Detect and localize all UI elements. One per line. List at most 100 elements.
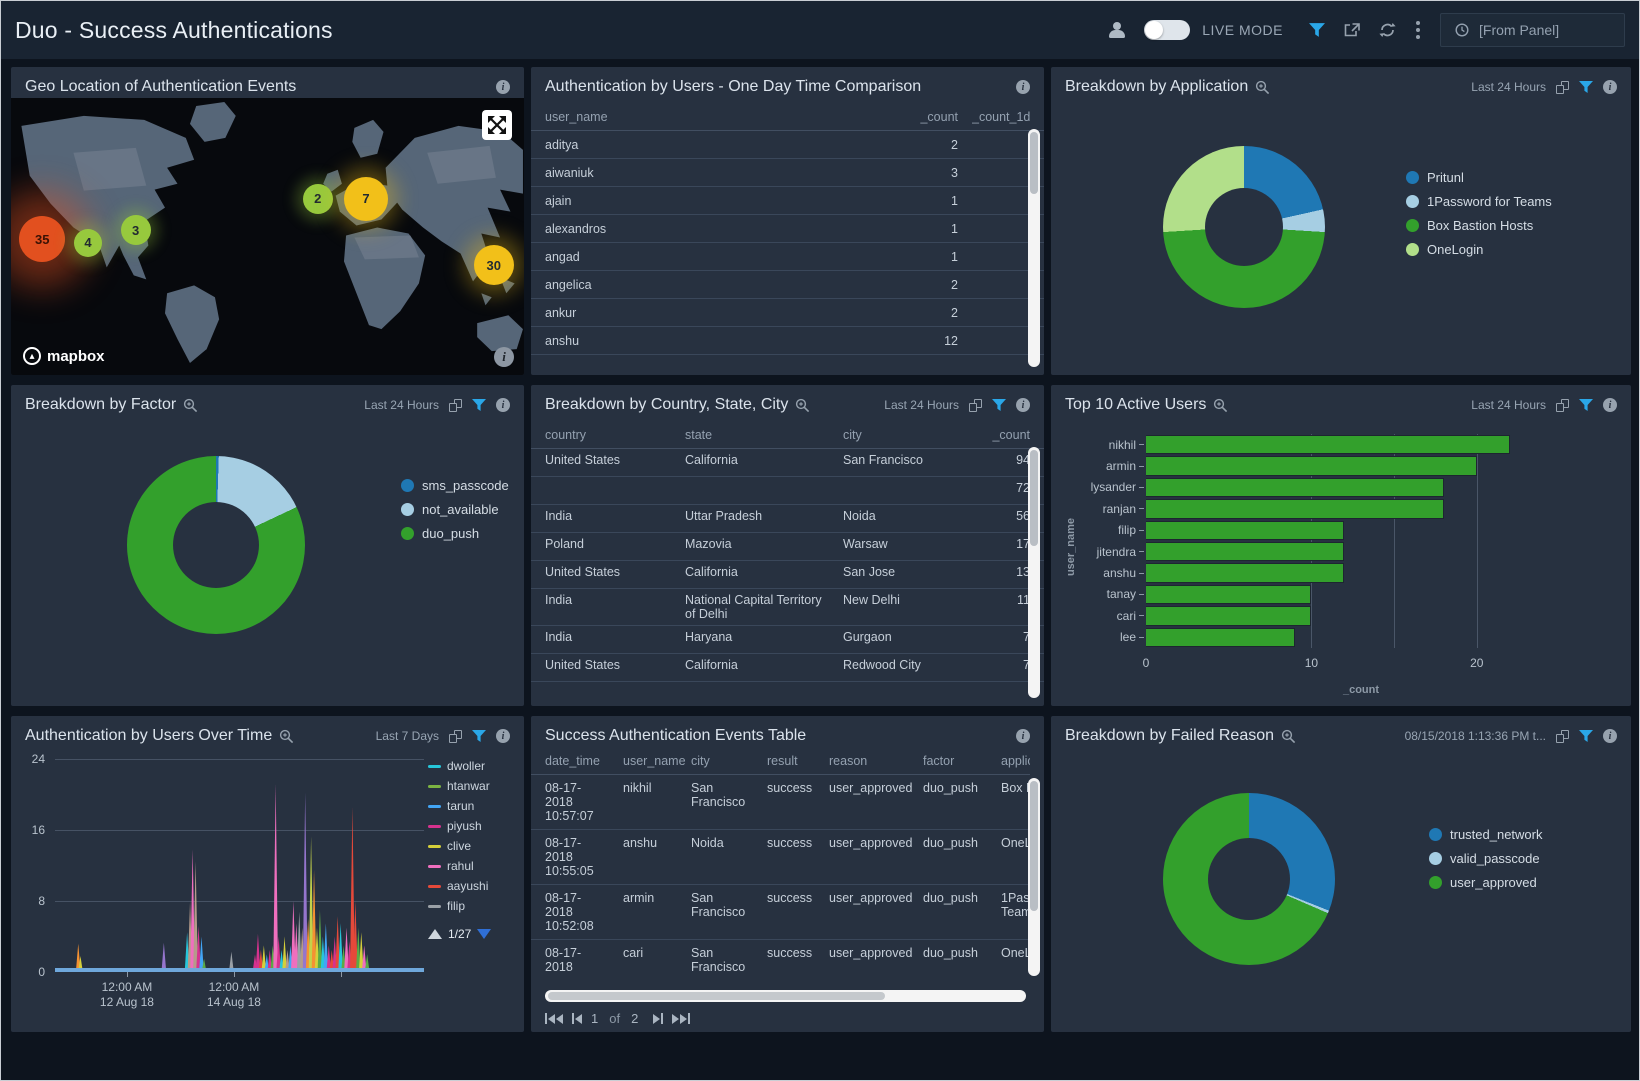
map-bubble[interactable]: 3 <box>120 215 151 246</box>
info-icon[interactable]: i <box>1603 398 1617 412</box>
zoom-in-icon[interactable] <box>279 729 294 744</box>
bar[interactable] <box>1146 563 1345 583</box>
vertical-scrollbar[interactable] <box>1028 129 1040 367</box>
panel-time-range[interactable]: Last 24 Hours <box>884 398 959 412</box>
copy-icon[interactable] <box>449 398 462 412</box>
legend-item[interactable]: piyush <box>428 819 516 833</box>
filter-icon[interactable] <box>1579 729 1593 743</box>
zoom-in-icon[interactable] <box>1281 729 1296 744</box>
factor-donut-chart: sms_passcode not_available duo_push <box>11 416 524 706</box>
legend-item[interactable]: 1Password for Teams <box>1406 194 1552 209</box>
user-icon[interactable] <box>1108 22 1126 38</box>
mapbox-logo[interactable]: ▴ mapbox <box>23 347 105 365</box>
panel-time-range[interactable]: Last 24 Hours <box>1471 80 1546 94</box>
live-mode-toggle[interactable] <box>1144 20 1191 40</box>
panel-time-range[interactable]: Last 24 Hours <box>364 398 439 412</box>
filter-icon[interactable] <box>992 398 1006 412</box>
x-axis-tick <box>126 972 128 977</box>
world-map[interactable]: 35 4 3 2 7 30 ▴ mapbox i <box>11 98 524 375</box>
info-icon[interactable]: i <box>1603 729 1617 743</box>
legend-item[interactable]: Box Bastion Hosts <box>1406 218 1552 233</box>
copy-icon[interactable] <box>1556 398 1569 412</box>
map-bubble[interactable]: 2 <box>302 183 333 214</box>
bar[interactable] <box>1146 606 1312 626</box>
info-icon[interactable]: i <box>496 729 510 743</box>
legend-item[interactable]: Pritunl <box>1406 170 1552 185</box>
filter-icon[interactable] <box>472 398 486 412</box>
filter-icon[interactable] <box>1579 398 1593 412</box>
panel-time-range[interactable]: Last 7 Days <box>375 729 439 743</box>
map-expand-icon[interactable] <box>482 110 512 140</box>
map-bubble[interactable]: 7 <box>343 176 388 221</box>
last-page-icon[interactable] <box>672 1013 691 1024</box>
legend-next-icon[interactable] <box>477 929 492 939</box>
time-range-selector[interactable]: [From Panel] <box>1440 13 1625 47</box>
panel-time-range[interactable]: 08/15/2018 1:13:36 PM t... <box>1404 729 1546 743</box>
legend-prev-icon[interactable] <box>428 929 442 939</box>
info-icon[interactable]: i <box>496 398 510 412</box>
share-icon[interactable] <box>1343 22 1361 38</box>
zoom-in-icon[interactable] <box>795 398 810 413</box>
legend-item[interactable]: duo_push <box>401 526 509 541</box>
filter-icon[interactable] <box>472 729 486 743</box>
scrollbar-thumb[interactable] <box>548 992 885 1000</box>
legend-item[interactable]: sms_passcode <box>401 478 509 493</box>
legend-item[interactable]: rahul <box>428 859 516 873</box>
vertical-scrollbar[interactable] <box>1028 447 1040 698</box>
table-pagination: 1 of 2 <box>545 1011 691 1026</box>
bar[interactable] <box>1146 499 1444 519</box>
zoom-in-icon[interactable] <box>183 398 198 413</box>
map-bubble[interactable]: 35 <box>19 216 66 263</box>
panel-time-range[interactable]: Last 24 Hours <box>1471 398 1546 412</box>
legend-item[interactable]: htanwar <box>428 779 516 793</box>
info-icon[interactable]: i <box>1016 80 1030 94</box>
info-icon[interactable]: i <box>1603 80 1617 94</box>
refresh-icon[interactable] <box>1379 22 1396 38</box>
legend-item[interactable]: trusted_network <box>1429 827 1543 842</box>
donut[interactable] <box>1163 793 1335 965</box>
copy-icon[interactable] <box>449 729 462 743</box>
scrollbar-thumb[interactable] <box>1030 781 1038 911</box>
bar[interactable] <box>1146 477 1444 498</box>
legend-item[interactable]: not_available <box>401 502 509 517</box>
legend-item[interactable]: OneLogin <box>1406 242 1552 257</box>
scrollbar-thumb[interactable] <box>1030 450 1038 546</box>
zoom-in-icon[interactable] <box>1255 80 1270 95</box>
table-cell: San Jose <box>843 565 896 579</box>
copy-icon[interactable] <box>1556 80 1569 94</box>
copy-icon[interactable] <box>969 398 982 412</box>
vertical-scrollbar[interactable] <box>1028 778 1040 976</box>
table-row: aiwaniuk 3 <box>531 159 1044 187</box>
map-bubble[interactable]: 4 <box>73 228 102 257</box>
scrollbar-thumb[interactable] <box>1030 132 1038 194</box>
bar[interactable] <box>1146 435 1510 455</box>
next-page-icon[interactable] <box>653 1013 664 1024</box>
bar[interactable] <box>1146 627 1295 647</box>
legend-item[interactable]: tarun <box>428 799 516 813</box>
legend-item[interactable]: valid_passcode <box>1429 851 1543 866</box>
legend-item[interactable]: dwoller <box>428 759 516 773</box>
info-icon[interactable]: i <box>1016 729 1030 743</box>
more-menu-icon[interactable] <box>1414 19 1422 41</box>
legend-item[interactable]: user_approved <box>1429 875 1543 890</box>
bar[interactable] <box>1146 584 1312 605</box>
prev-page-icon[interactable] <box>572 1013 582 1024</box>
filter-icon[interactable] <box>1309 22 1325 38</box>
donut[interactable] <box>127 456 305 634</box>
map-bubble[interactable]: 30 <box>473 245 514 286</box>
donut[interactable] <box>1163 146 1325 308</box>
bar[interactable] <box>1146 456 1477 476</box>
copy-icon[interactable] <box>1556 729 1569 743</box>
legend-item[interactable]: filip <box>428 899 516 913</box>
bar[interactable] <box>1146 520 1345 540</box>
legend-item[interactable]: clive <box>428 839 516 853</box>
zoom-in-icon[interactable] <box>1213 398 1228 413</box>
filter-icon[interactable] <box>1579 80 1593 94</box>
map-attribution-info-icon[interactable]: i <box>494 347 514 367</box>
info-icon[interactable]: i <box>496 80 510 94</box>
horizontal-scrollbar[interactable] <box>545 990 1026 1002</box>
legend-item[interactable]: aayushi <box>428 879 516 893</box>
info-icon[interactable]: i <box>1016 398 1030 412</box>
first-page-icon[interactable] <box>545 1013 563 1024</box>
bar[interactable] <box>1146 542 1345 562</box>
